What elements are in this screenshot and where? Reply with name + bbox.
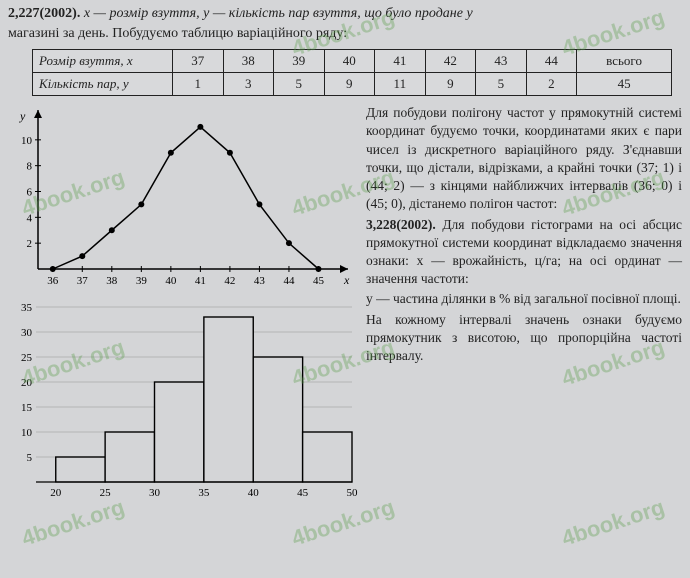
- svg-text:44: 44: [283, 275, 295, 287]
- paragraph: На кожному інтервалі значень ознаки буду…: [366, 311, 682, 366]
- svg-text:15: 15: [21, 402, 33, 414]
- cell: 38: [223, 50, 274, 73]
- svg-text:50: 50: [347, 487, 359, 499]
- total-label: всього: [577, 50, 672, 73]
- svg-text:30: 30: [149, 487, 161, 499]
- svg-text:37: 37: [77, 275, 89, 287]
- cell: 5: [274, 73, 325, 96]
- cell: 9: [425, 73, 476, 96]
- table-row: Кількість пар, y 1 3 5 9 11 9 5 2 45: [33, 73, 672, 96]
- cell: 9: [324, 73, 375, 96]
- svg-text:35: 35: [198, 487, 210, 499]
- svg-text:25: 25: [21, 352, 33, 364]
- svg-text:6: 6: [27, 187, 33, 199]
- cell: 39: [274, 50, 325, 73]
- svg-text:5: 5: [27, 452, 33, 464]
- problem1-number: 2,227(2002).: [8, 6, 80, 21]
- svg-text:45: 45: [297, 487, 309, 499]
- table-row: Розмір взуття, x 37 38 39 40 41 42 43 44…: [33, 50, 672, 73]
- svg-text:45: 45: [313, 275, 325, 287]
- explanation-text: Для побудови полігону частот у прямокутн…: [366, 104, 682, 504]
- svg-text:43: 43: [254, 275, 266, 287]
- paragraph: y — частина ділянки в % від загальної по…: [366, 290, 682, 308]
- svg-text:35: 35: [21, 302, 33, 314]
- problem-intro: 2,227(2002). x — розмір взуття, y — кіль…: [8, 4, 682, 43]
- cell: 5: [476, 73, 527, 96]
- cell: 41: [375, 50, 426, 73]
- row2-label: Кількість пар, y: [33, 73, 173, 96]
- svg-text:40: 40: [165, 275, 177, 287]
- variation-table: Розмір взуття, x 37 38 39 40 41 42 43 44…: [32, 49, 672, 96]
- svg-text:4: 4: [27, 213, 33, 225]
- paragraph: 3,228(2002). Для побудови гістограми на …: [366, 216, 682, 289]
- svg-text:41: 41: [195, 275, 206, 287]
- svg-text:20: 20: [50, 487, 62, 499]
- cell: 2: [526, 73, 577, 96]
- polygon-chart: 2 4 6 8 10 36 37 38 39 40 41 42 43 44 45 x y: [8, 104, 360, 294]
- svg-text:2: 2: [27, 238, 33, 250]
- total-value: 45: [577, 73, 672, 96]
- svg-text:40: 40: [248, 487, 260, 499]
- row1-label: Розмір взуття, x: [33, 50, 173, 73]
- intro-line-b: магазині за день. Побудуємо таблицю варі…: [8, 26, 347, 41]
- svg-text:10: 10: [21, 135, 33, 147]
- svg-text:30: 30: [21, 327, 33, 339]
- paragraph: Для побудови полігону частот у прямокутн…: [366, 104, 682, 213]
- histogram-chart: 5 10 15 20 25 30 35 20 25 30 35 40 45 50: [8, 294, 360, 504]
- svg-text:20: 20: [21, 377, 33, 389]
- cell: 43: [476, 50, 527, 73]
- svg-text:x: x: [343, 273, 350, 287]
- cell: 37: [173, 50, 224, 73]
- svg-text:39: 39: [136, 275, 148, 287]
- svg-text:10: 10: [21, 427, 33, 439]
- cell: 11: [375, 73, 426, 96]
- cell: 3: [223, 73, 274, 96]
- cell: 1: [173, 73, 224, 96]
- intro-line-a: x — розмір взуття, y — кількість пар взу…: [84, 6, 473, 21]
- svg-text:36: 36: [47, 275, 59, 287]
- svg-text:38: 38: [106, 275, 118, 287]
- cell: 42: [425, 50, 476, 73]
- problem2-number: 3,228(2002).: [366, 217, 436, 232]
- svg-text:25: 25: [100, 487, 112, 499]
- cell: 40: [324, 50, 375, 73]
- svg-text:8: 8: [27, 161, 33, 173]
- svg-text:y: y: [19, 109, 26, 123]
- cell: 44: [526, 50, 577, 73]
- svg-text:42: 42: [224, 275, 235, 287]
